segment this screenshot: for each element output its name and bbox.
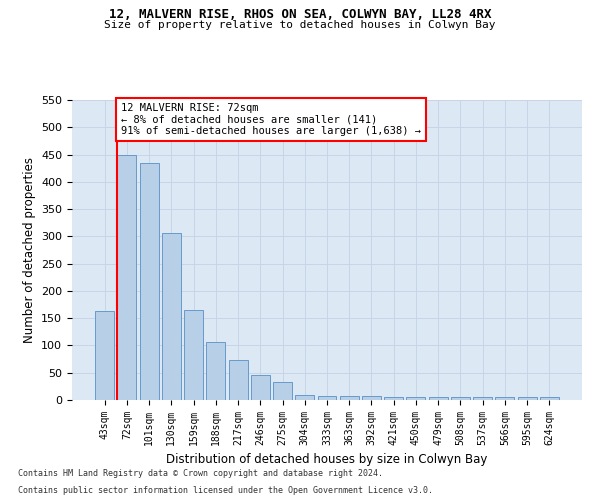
Bar bbox=[118, 154, 136, 400]
Bar bbox=[273, 382, 292, 400]
Bar bbox=[229, 360, 248, 400]
X-axis label: Distribution of detached houses by size in Colwyn Bay: Distribution of detached houses by size … bbox=[166, 454, 488, 466]
Bar bbox=[340, 396, 359, 400]
Bar bbox=[496, 398, 514, 400]
Bar bbox=[95, 311, 114, 400]
Bar bbox=[295, 394, 314, 400]
Bar bbox=[384, 398, 403, 400]
Bar bbox=[317, 396, 337, 400]
Text: 12, MALVERN RISE, RHOS ON SEA, COLWYN BAY, LL28 4RX: 12, MALVERN RISE, RHOS ON SEA, COLWYN BA… bbox=[109, 8, 491, 20]
Bar bbox=[362, 396, 381, 400]
Text: 12 MALVERN RISE: 72sqm
← 8% of detached houses are smaller (141)
91% of semi-det: 12 MALVERN RISE: 72sqm ← 8% of detached … bbox=[121, 102, 421, 136]
Bar bbox=[451, 398, 470, 400]
Text: Contains public sector information licensed under the Open Government Licence v3: Contains public sector information licen… bbox=[18, 486, 433, 495]
Y-axis label: Number of detached properties: Number of detached properties bbox=[23, 157, 35, 343]
Text: Contains HM Land Registry data © Crown copyright and database right 2024.: Contains HM Land Registry data © Crown c… bbox=[18, 468, 383, 477]
Text: Size of property relative to detached houses in Colwyn Bay: Size of property relative to detached ho… bbox=[104, 20, 496, 30]
Bar bbox=[251, 376, 270, 400]
Bar bbox=[518, 398, 536, 400]
Bar bbox=[184, 310, 203, 400]
Bar bbox=[540, 398, 559, 400]
Bar bbox=[406, 398, 425, 400]
Bar bbox=[162, 232, 181, 400]
Bar bbox=[429, 398, 448, 400]
Bar bbox=[473, 398, 492, 400]
Bar bbox=[206, 342, 225, 400]
Bar bbox=[140, 162, 158, 400]
